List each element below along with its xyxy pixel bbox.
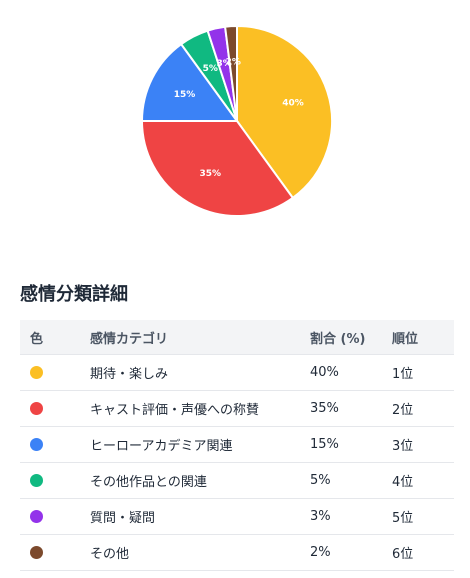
category-cell: 質問・疑問 (90, 498, 310, 535)
pie-slice-6 (223, 24, 238, 122)
table-header-row: 色 感情カテゴリ 割合 (%) 順位 (20, 320, 454, 355)
category-cell: その他 (90, 534, 310, 571)
rank-cell: 2位 (392, 390, 454, 427)
table-row: キャスト評価・声優への称賛 35% 2位 (20, 390, 454, 427)
category-cell: その他作品との関連 (90, 462, 310, 499)
header-category: 感情カテゴリ (90, 320, 310, 355)
ratio-cell: 15% (310, 426, 392, 463)
pie-slice-2 (140, 120, 295, 217)
pie-label-6: 2% (226, 58, 241, 68)
section-title: 感情分類詳細 (20, 284, 128, 305)
rank-cell: 4位 (392, 462, 454, 499)
color-swatch (30, 402, 43, 415)
pie-label-5: 3% (217, 59, 232, 69)
category-cell: 期待・楽しみ (90, 354, 310, 391)
color-swatch (30, 474, 43, 487)
rank-cell: 6位 (392, 534, 454, 571)
table-row: ヒーローアカデミア関連 15% 3位 (20, 426, 454, 463)
ratio-cell: 2% (310, 534, 392, 571)
rank-cell: 3位 (392, 426, 454, 463)
pie-label-2: 35% (199, 169, 221, 179)
rank-cell: 1位 (392, 354, 454, 391)
ratio-cell: 35% (310, 390, 392, 427)
header-color: 色 (20, 320, 90, 355)
header-rank: 順位 (392, 320, 454, 355)
pie-slice-3 (140, 42, 239, 122)
category-cell: ヒーローアカデミア関連 (90, 426, 310, 463)
color-swatch (30, 366, 43, 379)
ratio-cell: 40% (310, 354, 392, 391)
pie-label-4: 5% (203, 64, 218, 74)
emotion-table: 色 感情カテゴリ 割合 (%) 順位 期待・楽しみ 40% 1位 キャスト評価・… (20, 320, 454, 571)
pie-slice-1 (236, 24, 333, 200)
color-swatch (30, 510, 43, 523)
ratio-cell: 5% (310, 462, 392, 499)
color-swatch (30, 438, 43, 451)
pie-label-3: 15% (174, 90, 196, 100)
emotion-pie-chart: 40% 35% 15% 5%3%2% (140, 24, 333, 217)
category-cell: キャスト評価・声優への称賛 (90, 390, 310, 427)
rank-cell: 5位 (392, 498, 454, 535)
table-row: その他作品との関連 5% 4位 (20, 462, 454, 499)
header-ratio: 割合 (%) (310, 320, 392, 355)
table-row: その他 2% 6位 (20, 534, 454, 571)
color-swatch (30, 546, 43, 559)
table-row: 期待・楽しみ 40% 1位 (20, 354, 454, 391)
ratio-cell: 3% (310, 498, 392, 535)
table-row: 質問・疑問 3% 5位 (20, 498, 454, 535)
pie-label-1: 40% (282, 98, 304, 108)
